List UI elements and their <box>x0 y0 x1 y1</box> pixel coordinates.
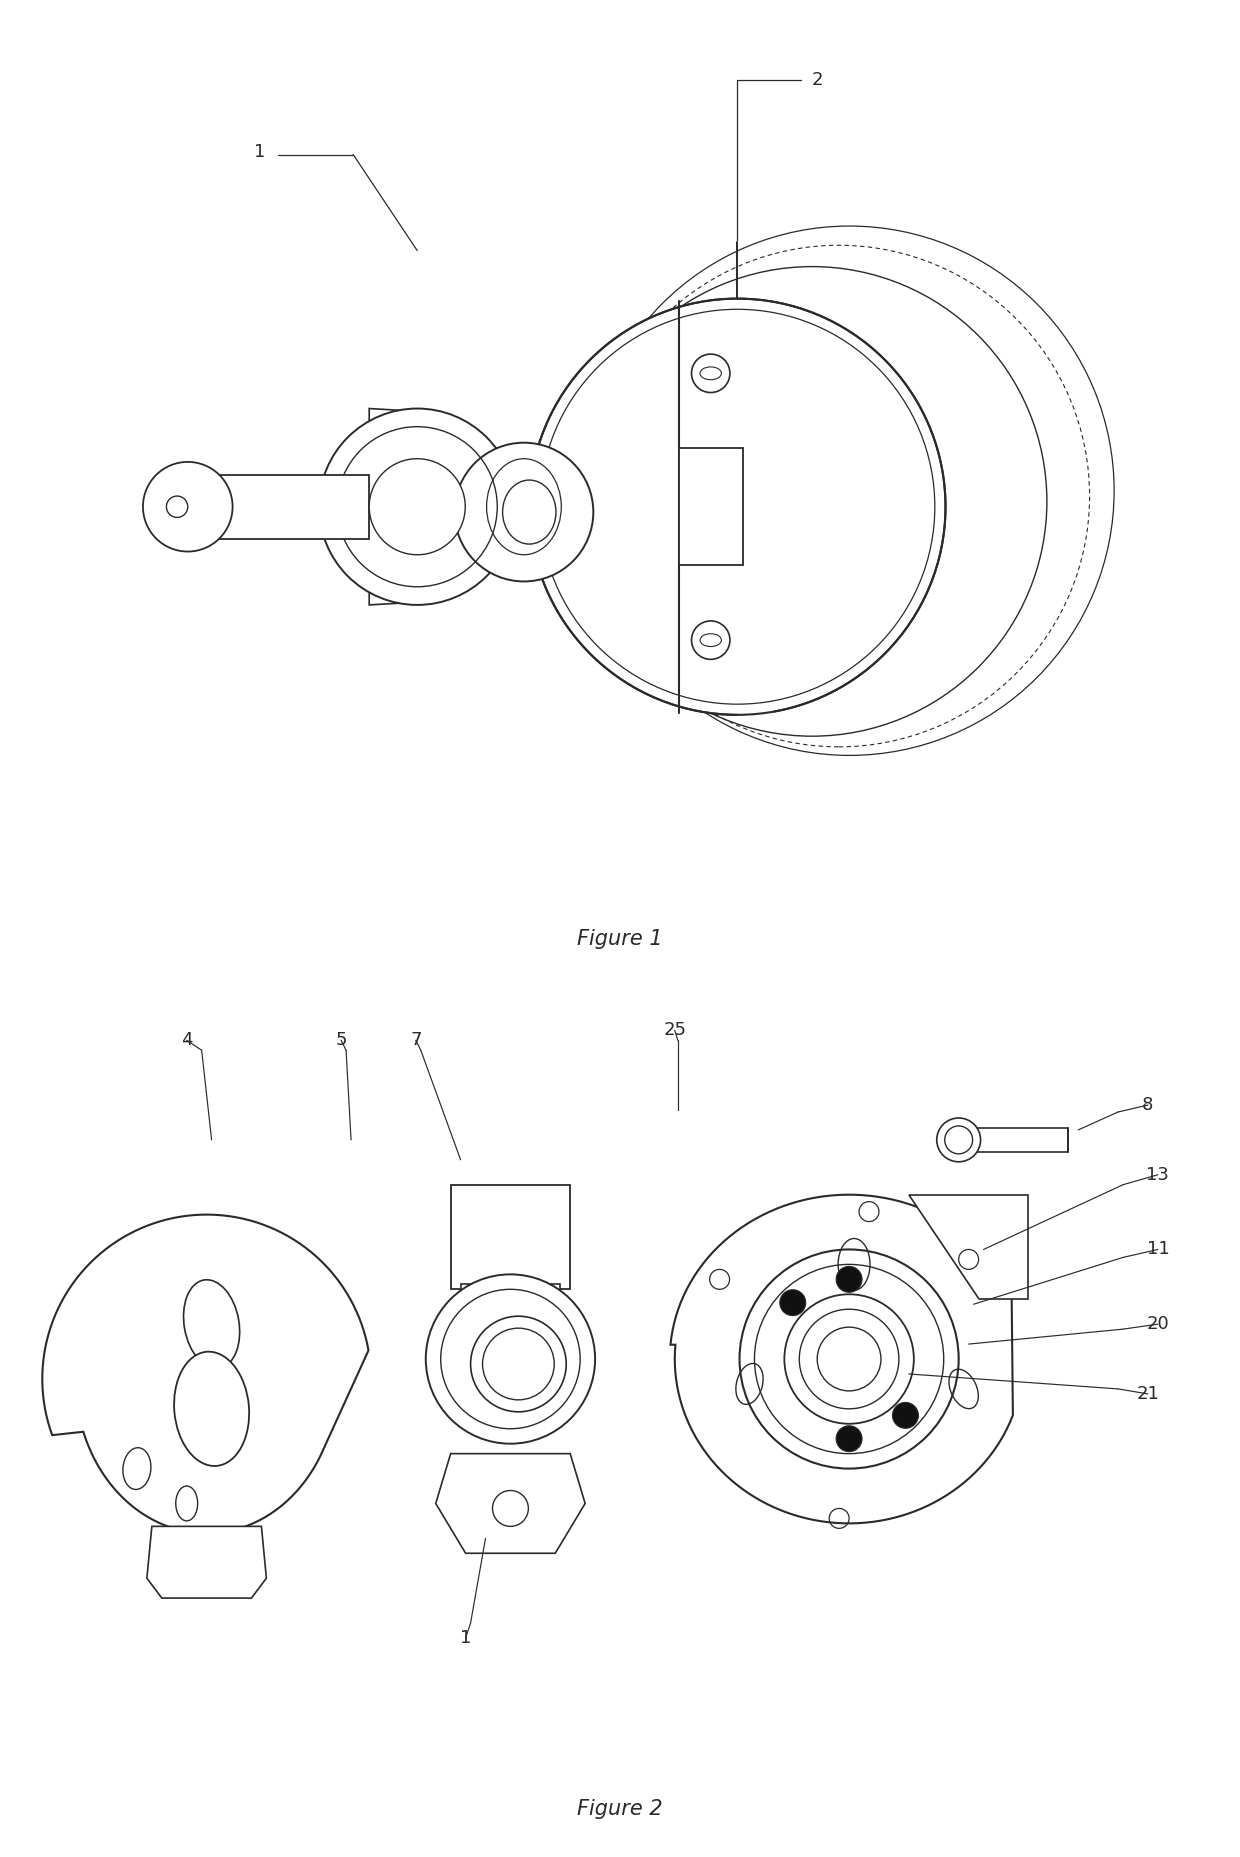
Circle shape <box>492 1491 528 1526</box>
Circle shape <box>319 409 516 605</box>
Circle shape <box>785 1294 914 1424</box>
Polygon shape <box>671 1194 1013 1523</box>
Text: 13: 13 <box>1147 1166 1169 1183</box>
Text: 7: 7 <box>410 1031 422 1049</box>
Text: 4: 4 <box>181 1031 192 1049</box>
Text: 5: 5 <box>335 1031 347 1049</box>
Text: Figure 2: Figure 2 <box>577 1799 663 1820</box>
Ellipse shape <box>476 448 572 565</box>
Polygon shape <box>435 1454 585 1552</box>
Circle shape <box>780 1291 806 1315</box>
Circle shape <box>692 355 730 392</box>
Circle shape <box>529 299 946 715</box>
Circle shape <box>692 620 730 659</box>
Text: 11: 11 <box>1147 1240 1169 1259</box>
Text: Figure 1: Figure 1 <box>577 928 663 949</box>
Bar <box>450 1185 570 1289</box>
Circle shape <box>817 1328 880 1391</box>
Bar <box>959 1127 1068 1151</box>
Circle shape <box>936 1118 981 1162</box>
Circle shape <box>739 1250 959 1469</box>
Ellipse shape <box>184 1279 239 1369</box>
Bar <box>172 475 370 539</box>
Circle shape <box>471 1317 567 1411</box>
Polygon shape <box>42 1214 368 1534</box>
Text: 25: 25 <box>663 1021 686 1040</box>
Ellipse shape <box>502 481 556 544</box>
Text: 21: 21 <box>1137 1385 1159 1402</box>
Circle shape <box>143 462 233 552</box>
Circle shape <box>893 1402 919 1428</box>
Ellipse shape <box>174 1352 249 1465</box>
Text: 1: 1 <box>460 1629 471 1647</box>
Circle shape <box>166 496 187 518</box>
Polygon shape <box>909 1194 1028 1300</box>
Text: 8: 8 <box>1142 1096 1153 1114</box>
Circle shape <box>370 459 465 555</box>
Circle shape <box>455 442 593 581</box>
Circle shape <box>836 1426 862 1452</box>
Bar <box>678 448 743 565</box>
Polygon shape <box>370 409 407 605</box>
Circle shape <box>425 1274 595 1443</box>
Bar <box>460 1285 560 1369</box>
Text: 1: 1 <box>254 143 265 162</box>
Polygon shape <box>146 1526 267 1599</box>
Ellipse shape <box>123 1448 151 1489</box>
Text: 20: 20 <box>1147 1315 1169 1333</box>
Text: 2: 2 <box>812 71 823 89</box>
Circle shape <box>585 227 1114 756</box>
Circle shape <box>836 1266 862 1292</box>
